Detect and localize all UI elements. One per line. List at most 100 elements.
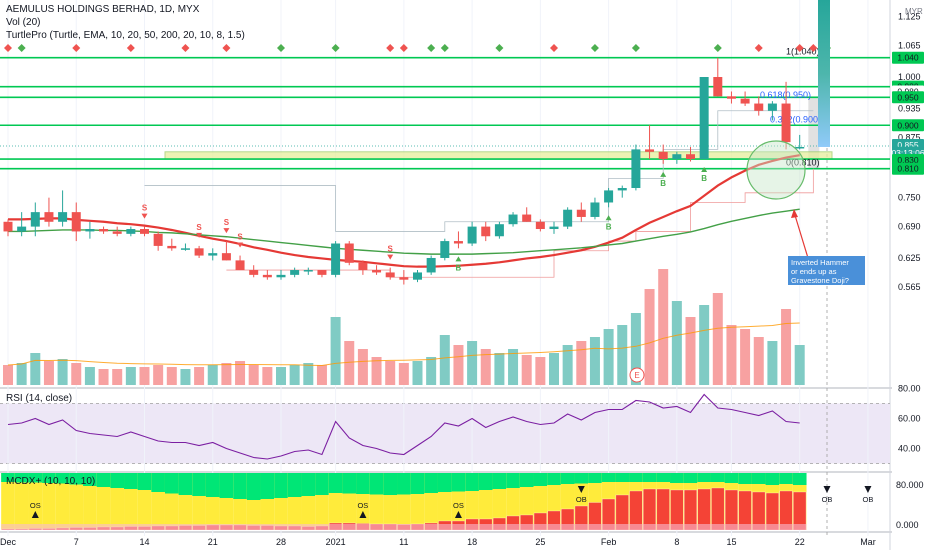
mcdx-marker-label: OS xyxy=(453,501,464,510)
candle xyxy=(549,226,559,230)
candle xyxy=(3,221,13,232)
volume-bar xyxy=(57,359,68,385)
price-tick-label: 0.565 xyxy=(898,282,921,292)
mcdx-green-bar xyxy=(738,473,752,484)
volume-bar xyxy=(207,365,218,385)
mcdx-green-bar xyxy=(465,473,479,491)
buy-arrow xyxy=(701,167,708,173)
candle xyxy=(781,103,791,143)
volume-bar xyxy=(617,325,628,385)
mcdx-pink-band xyxy=(42,524,56,530)
volume-bar xyxy=(426,357,437,385)
time-tick-label: 11 xyxy=(399,537,408,547)
mcdx-green-bar xyxy=(42,473,56,483)
volume-bar xyxy=(84,367,95,385)
signal-diamond xyxy=(277,44,285,52)
mcdx-pink-band xyxy=(792,524,807,530)
mcdx-pink-band xyxy=(164,524,179,530)
mcdx-pink-band xyxy=(574,524,589,530)
candle xyxy=(140,229,149,234)
mcdx-green-bar xyxy=(192,473,206,496)
candle xyxy=(795,146,805,149)
mcdx-pink-band xyxy=(478,524,493,530)
mcdx-marker-label: OB xyxy=(576,495,587,504)
buy-arrow xyxy=(660,171,667,177)
sell-signal: S xyxy=(237,233,243,242)
candle xyxy=(385,272,395,278)
mcdx-green-bar xyxy=(315,473,329,495)
candle xyxy=(535,221,545,230)
mcdx-green-bar xyxy=(356,473,370,494)
mcdx-red-bar xyxy=(656,488,670,531)
candle xyxy=(467,226,477,244)
mcdx-tick-label: 80.000 xyxy=(896,480,924,490)
rsi-tick-label: 40.00 xyxy=(898,444,921,454)
mcdx-green-bar xyxy=(588,473,602,483)
candle xyxy=(17,226,27,232)
mcdx-green-bar xyxy=(383,473,398,495)
mcdx-red-bar xyxy=(643,488,657,531)
buy-arrow xyxy=(455,256,462,262)
candle xyxy=(713,77,723,97)
mcdx-pink-band xyxy=(178,524,193,530)
candle xyxy=(617,187,627,191)
mcdx-yellow-bar xyxy=(83,473,97,530)
time-tick-label: 2021 xyxy=(326,537,346,547)
price-badge xyxy=(892,162,924,175)
signal-diamond xyxy=(754,44,763,52)
candle xyxy=(645,149,655,152)
mcdx-pink-band xyxy=(383,524,398,530)
volume-bar xyxy=(125,367,136,385)
callout-box xyxy=(788,256,865,285)
volume-bar xyxy=(166,367,177,385)
mcdx-green-bar xyxy=(697,473,711,482)
mcdx-pink-band xyxy=(233,524,247,530)
time-tick-label: 21 xyxy=(208,537,218,547)
mcdx-pink-band xyxy=(437,524,452,530)
price-tick-label: 1.125 xyxy=(898,12,921,22)
callout-text: or ends up as xyxy=(791,267,837,276)
mcdx-green-bar xyxy=(301,473,316,496)
mcdx-green-bar xyxy=(1,473,15,482)
rsi-legend: RSI (14, close) xyxy=(6,393,73,404)
mcdx-pink-band xyxy=(69,524,84,530)
mcdx-pink-band xyxy=(724,524,739,530)
mcdx-marker-label: OS xyxy=(30,501,41,510)
candle xyxy=(508,214,518,225)
candle xyxy=(30,212,40,227)
candle xyxy=(317,270,327,275)
fib-label: 0(0.810) xyxy=(786,158,820,168)
mcdx-pink-band xyxy=(1,524,15,530)
candle xyxy=(576,209,586,217)
candle xyxy=(426,257,436,273)
signal-diamond xyxy=(590,44,599,52)
time-tick-label: 15 xyxy=(726,537,736,547)
time-tick-label: 28 xyxy=(276,537,286,547)
earnings-icon xyxy=(629,367,645,383)
fib-label: 0.382(0.900) xyxy=(770,114,821,124)
volume-bar xyxy=(699,305,710,385)
volume-bar xyxy=(740,329,751,385)
candle xyxy=(590,202,600,217)
mcdx-tick-label: 0.000 xyxy=(896,520,919,530)
mcdx-red-bar xyxy=(711,487,725,531)
candle xyxy=(686,154,695,160)
mcdx-pink-band xyxy=(83,524,97,530)
signal-diamond xyxy=(17,44,26,52)
candle xyxy=(71,212,81,232)
mcdx-green-bar xyxy=(560,473,575,484)
mcdx-pink-band xyxy=(356,524,370,530)
mcdx-pink-band xyxy=(656,524,671,530)
callout-arrow xyxy=(793,211,809,259)
mcdx-marker-label: OS xyxy=(357,501,368,510)
mcdx-green-bar xyxy=(601,473,616,482)
mcdx-down-marker xyxy=(577,486,585,493)
mcdx-green-bar xyxy=(178,473,193,495)
mcdx-pink-band xyxy=(274,524,288,530)
volume-bar xyxy=(521,355,532,385)
mcdx-pink-band xyxy=(205,524,220,530)
candle xyxy=(44,212,54,222)
signal-diamond xyxy=(331,44,340,52)
